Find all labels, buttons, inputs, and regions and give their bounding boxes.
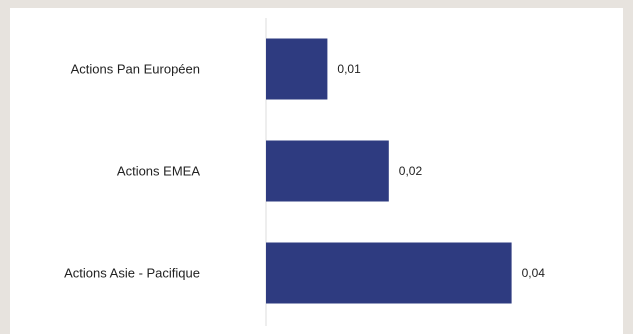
bars-group bbox=[266, 38, 512, 304]
category-label: Actions Asie - Pacifique bbox=[64, 266, 200, 281]
chart-panel: Actions Pan Européen 0,01 Actions EMEA 0,02… bbox=[10, 8, 623, 334]
labels-group: Actions Pan Européen 0,01 Actions EMEA 0,02… bbox=[64, 62, 545, 281]
bar bbox=[266, 242, 512, 304]
category-label: Actions Pan Européen bbox=[71, 62, 200, 77]
data-label: 0,04 bbox=[522, 266, 546, 280]
bar bbox=[266, 38, 328, 100]
data-label: 0,01 bbox=[337, 62, 361, 76]
category-label: Actions EMEA bbox=[117, 164, 200, 179]
bar bbox=[266, 140, 389, 202]
data-label: 0,02 bbox=[399, 164, 423, 178]
bar-chart: Actions Pan Européen 0,01 Actions EMEA 0,02… bbox=[64, 18, 545, 326]
